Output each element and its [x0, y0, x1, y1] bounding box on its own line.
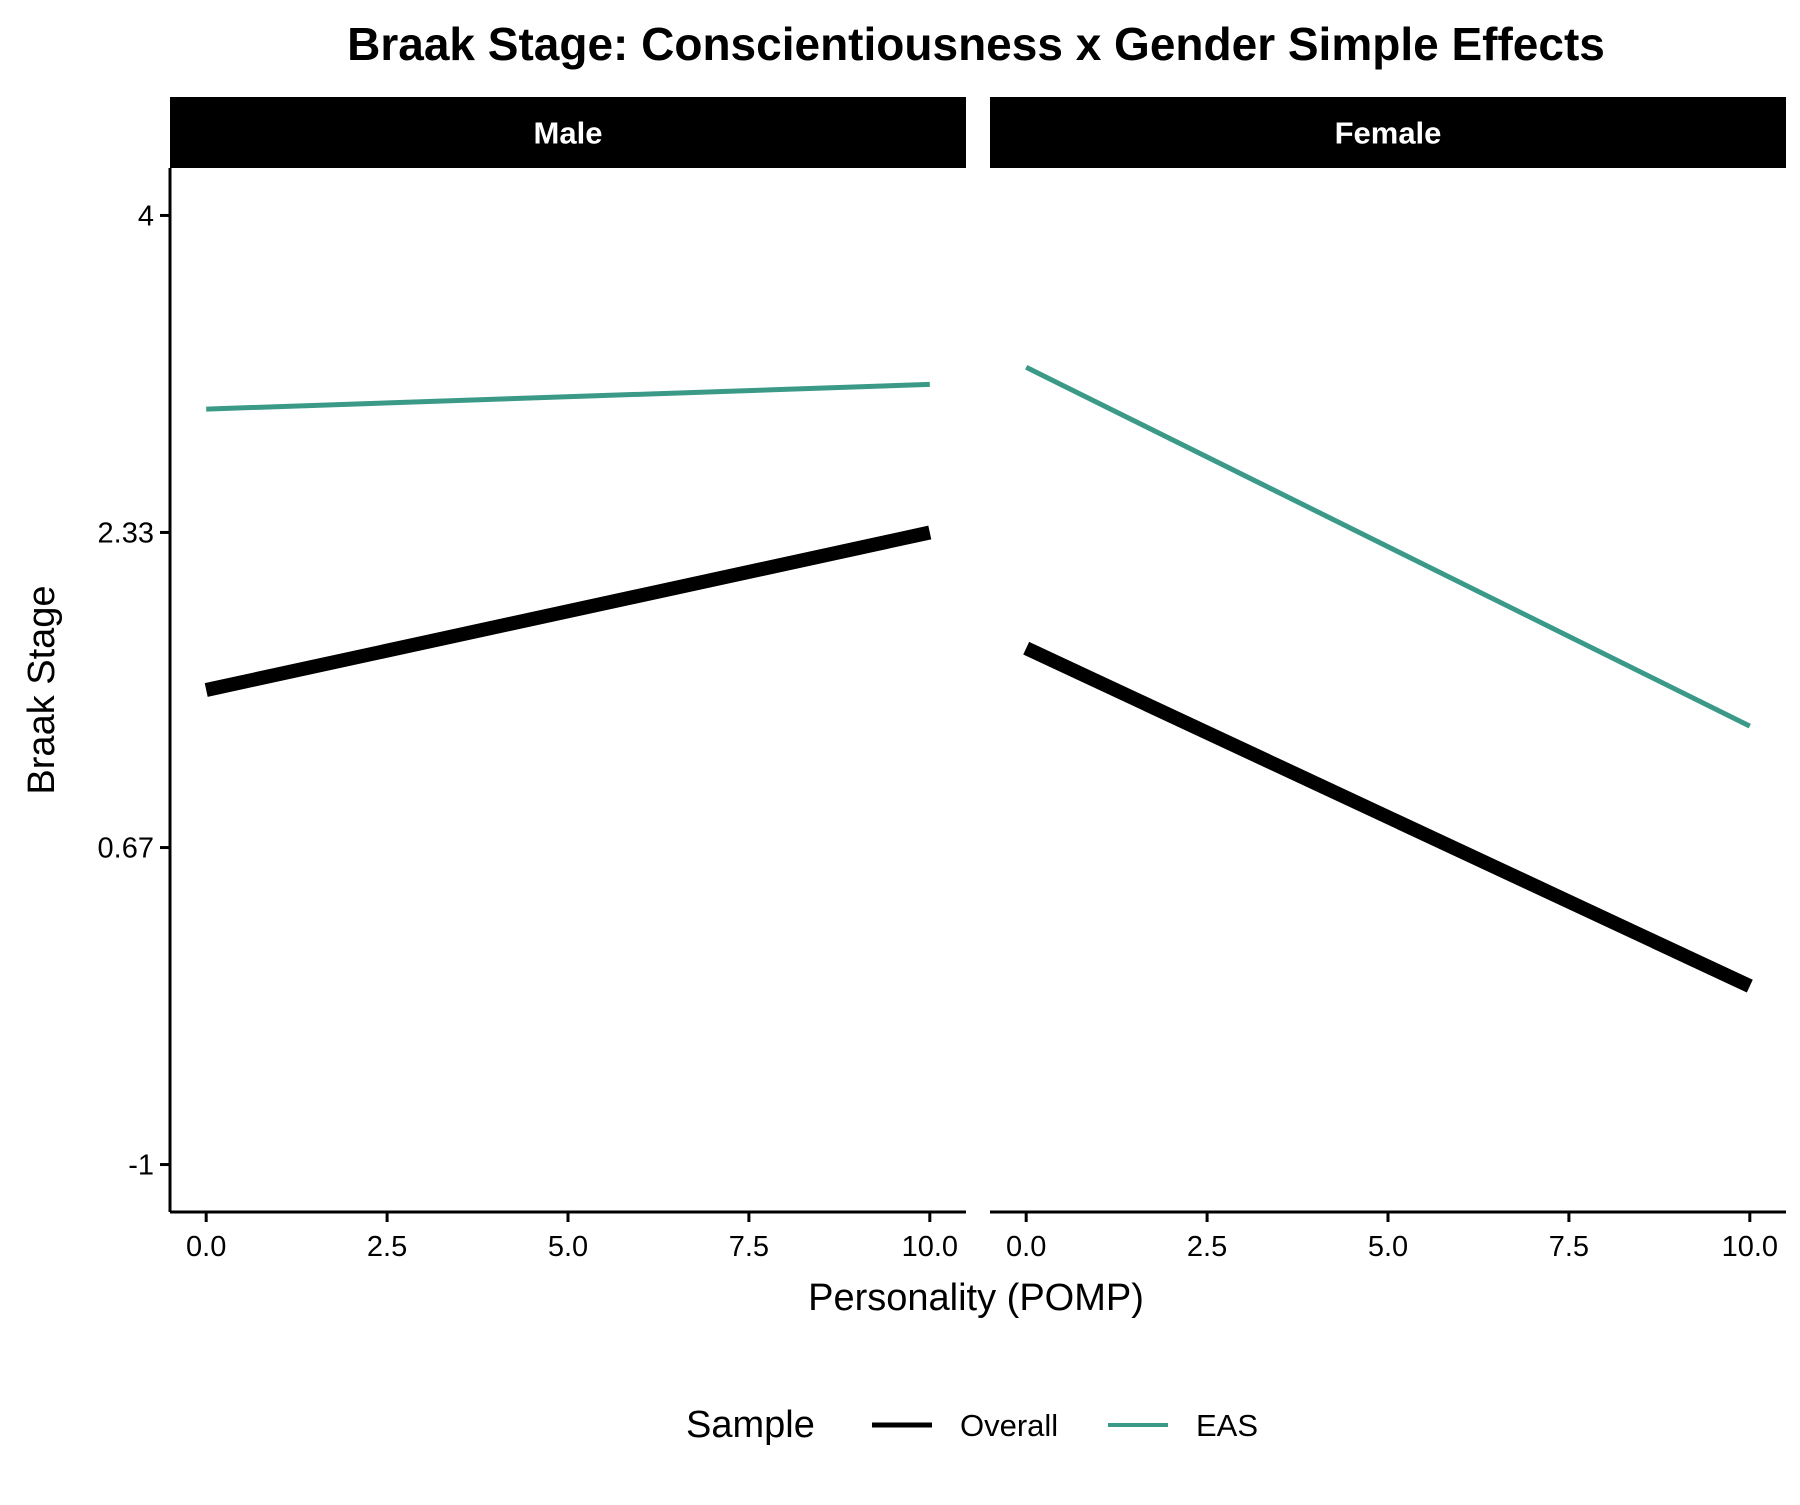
- x-tick-label: 10.0: [1722, 1231, 1778, 1263]
- legend-label: EAS: [1196, 1408, 1258, 1443]
- y-tick-label: 0.67: [98, 833, 154, 865]
- panel-female: Female 0.0 2.5 5.0 7.5 10.0: [990, 97, 1786, 1263]
- x-axis-label: Personality (POMP): [808, 1277, 1144, 1319]
- y-tick-label: 4: [138, 200, 154, 232]
- y-tick-label: 2.33: [98, 517, 154, 549]
- facet-strip: [990, 97, 1786, 168]
- x-tick-label: 5.0: [1368, 1231, 1408, 1263]
- y-axis-label: Braak Stage: [21, 585, 63, 794]
- legend-item-overall: Overall: [872, 1408, 1058, 1443]
- series-line-overall: [1023, 641, 1753, 993]
- x-tick-label: 0.0: [186, 1231, 226, 1263]
- x-tick-label: 5.0: [548, 1231, 588, 1263]
- facet-strip-label: Female: [1335, 116, 1442, 151]
- x-tick-label: 7.5: [729, 1231, 769, 1263]
- x-tick-label: 0.0: [1006, 1231, 1046, 1263]
- facet-strip: [170, 97, 966, 168]
- series-line-eas: [206, 381, 930, 412]
- y-tick-label: -1: [128, 1150, 154, 1182]
- legend-label: Overall: [960, 1408, 1058, 1443]
- panel-male: Male 0.0 2.5 5.0 7.5 10.0: [170, 97, 966, 1263]
- x-tick-label: 2.5: [367, 1231, 407, 1263]
- x-tick-label: 10.0: [902, 1231, 958, 1263]
- y-axis: -1 0.67 2.33 4: [98, 168, 172, 1212]
- series-line-overall: [204, 525, 932, 697]
- panels-layer: -1 0.67 2.33 4 Male 0.0 2.5 5.0 7.5 10.0 Female 0.0…: [98, 97, 1786, 1263]
- legend-items: Overall EAS: [872, 1408, 1258, 1443]
- x-tick-label: 2.5: [1187, 1231, 1227, 1263]
- chart-title: Braak Stage: Conscientiousness x Gender …: [347, 18, 1605, 70]
- series-line-eas: [1025, 365, 1751, 729]
- legend-title: Sample: [686, 1404, 815, 1446]
- facet-strip-label: Male: [534, 116, 603, 151]
- x-tick-label: 7.5: [1549, 1231, 1589, 1263]
- legend-item-eas: EAS: [1108, 1408, 1258, 1443]
- legend: Sample Overall EAS: [686, 1404, 1258, 1446]
